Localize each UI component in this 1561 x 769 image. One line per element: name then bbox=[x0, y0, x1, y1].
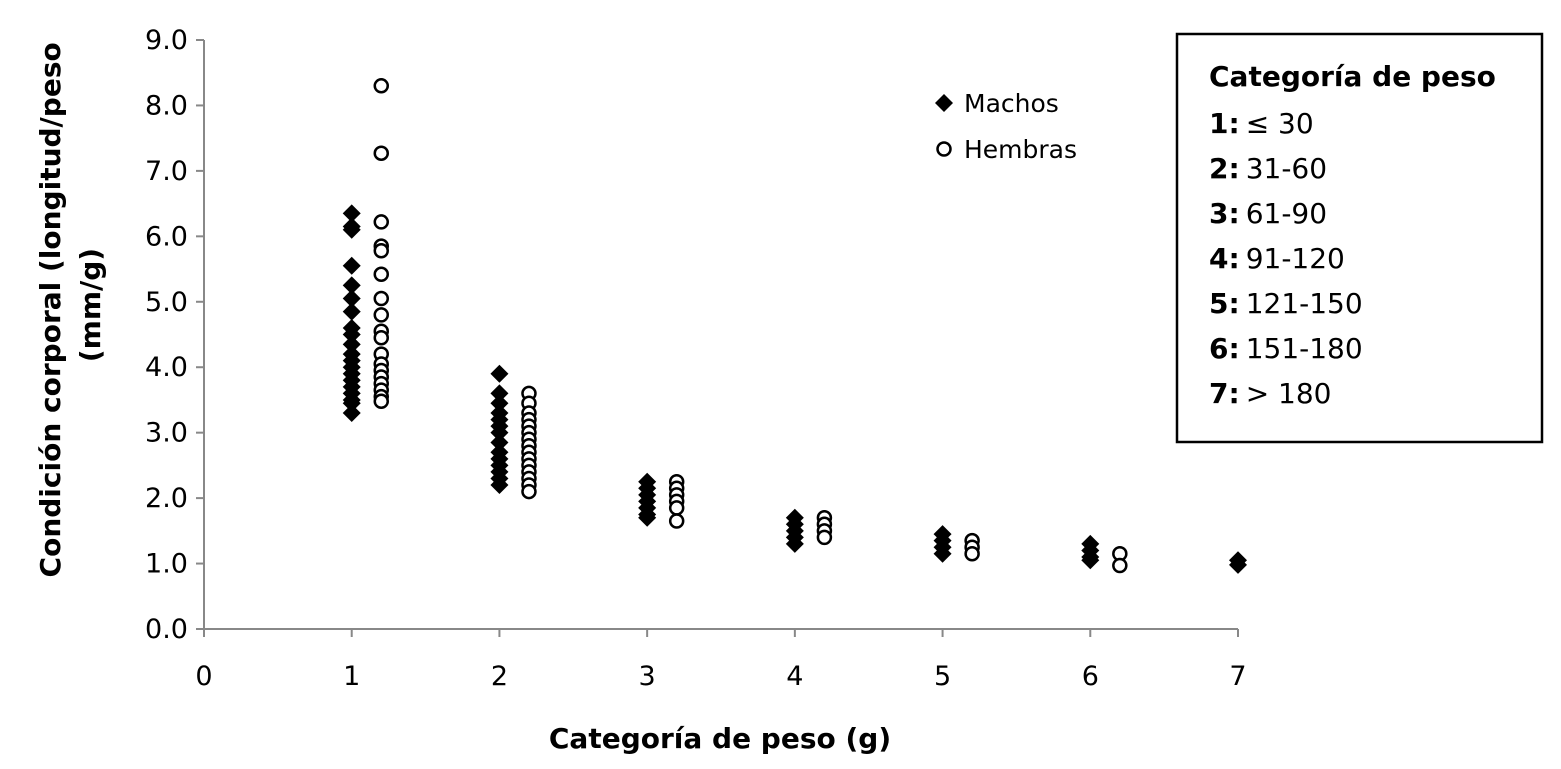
x-axis-ticks: 0 1 2 3 4 5 6 7 bbox=[195, 629, 1247, 692]
legend-marker-machos bbox=[935, 94, 953, 112]
x-tick-label: 5 bbox=[934, 661, 951, 692]
info-box-item: 2: 31-60 bbox=[1209, 152, 1327, 185]
data-point bbox=[342, 325, 361, 344]
data-point bbox=[373, 214, 390, 230]
data-point bbox=[373, 78, 390, 94]
data-point bbox=[373, 290, 390, 307]
y-axis-ticks: 0.0 1.0 2.0 3.0 4.0 5.0 6.0 7.0 8.0 9.0 bbox=[145, 25, 204, 645]
legend-label-machos: Machos bbox=[964, 89, 1059, 118]
legend-label-hembras: Hembras bbox=[964, 135, 1077, 164]
data-point bbox=[373, 242, 390, 259]
data-point bbox=[342, 404, 361, 423]
info-box-item-key: 7: bbox=[1209, 377, 1240, 410]
data-point bbox=[373, 145, 390, 161]
info-box-item-value: 151-180 bbox=[1246, 332, 1363, 365]
y-tick-label: 8.0 bbox=[145, 90, 188, 121]
info-box-item-value: > 180 bbox=[1246, 377, 1332, 410]
info-box-item-key: 6: bbox=[1209, 332, 1240, 365]
data-point bbox=[342, 204, 361, 223]
data-point bbox=[342, 335, 361, 354]
data-point bbox=[816, 529, 833, 546]
data-point bbox=[373, 307, 390, 323]
data-point bbox=[933, 544, 952, 563]
y-tick-label: 0.0 bbox=[145, 614, 188, 645]
data-point bbox=[1081, 551, 1100, 570]
x-tick-label: 3 bbox=[639, 661, 656, 692]
data-point bbox=[1112, 557, 1128, 574]
series-machos bbox=[342, 204, 1247, 574]
info-box-item: 7: > 180 bbox=[1209, 377, 1332, 410]
data-point bbox=[342, 394, 361, 413]
info-box-item-key: 1: bbox=[1209, 107, 1240, 140]
info-box-frame bbox=[1175, 32, 1544, 444]
info-box-item: 1: ≤ 30 bbox=[1209, 107, 1314, 140]
y-tick-label: 7.0 bbox=[145, 156, 188, 187]
data-point bbox=[373, 266, 390, 283]
info-box-item-value: 121-150 bbox=[1246, 287, 1363, 320]
data-point bbox=[373, 330, 390, 346]
info-box-item: 6: 151-180 bbox=[1209, 332, 1363, 365]
weight-category-box: Categoría de peso 1: ≤ 302: 31-603: 61-904:… bbox=[1175, 32, 1544, 444]
info-box-item: 4: 91-120 bbox=[1209, 242, 1345, 275]
data-point bbox=[342, 276, 361, 295]
data-point bbox=[342, 302, 361, 321]
x-axis-title: Categoría de peso (g) bbox=[549, 722, 891, 755]
axes bbox=[203, 40, 1238, 630]
x-tick-label: 7 bbox=[1229, 661, 1246, 692]
y-axis-title-line-2: (mm/g) bbox=[74, 248, 107, 362]
data-point bbox=[342, 220, 361, 239]
data-point bbox=[373, 393, 390, 410]
y-tick-label: 5.0 bbox=[145, 287, 188, 318]
info-box-title: Categoría de peso bbox=[1209, 60, 1496, 93]
legend: Machos Hembras bbox=[935, 89, 1077, 164]
x-tick-label: 4 bbox=[786, 661, 803, 692]
data-point bbox=[521, 483, 537, 500]
y-axis-title: Condición corporal (longitud/peso (mm/g) bbox=[34, 33, 107, 578]
info-box-item-key: 5: bbox=[1209, 287, 1240, 320]
info-box-item-key: 2: bbox=[1209, 152, 1240, 185]
series-hembras bbox=[373, 78, 1128, 574]
y-tick-label: 4.0 bbox=[145, 352, 188, 383]
x-tick-label: 1 bbox=[343, 661, 360, 692]
data-point bbox=[490, 394, 509, 413]
data-point bbox=[1229, 555, 1247, 574]
info-box-item-value: 91-120 bbox=[1246, 242, 1345, 275]
info-box-item-value: ≤ 30 bbox=[1246, 107, 1314, 140]
info-box-item: 3: 61-90 bbox=[1209, 197, 1327, 230]
x-tick-label: 0 bbox=[195, 661, 212, 692]
legend-marker-hembras bbox=[936, 141, 952, 157]
x-tick-label: 2 bbox=[491, 661, 508, 692]
y-tick-label: 2.0 bbox=[145, 483, 188, 514]
data-point bbox=[490, 433, 509, 452]
data-point bbox=[490, 423, 509, 442]
data-point bbox=[964, 545, 980, 562]
info-box-item-value: 61-90 bbox=[1246, 197, 1327, 230]
data-point bbox=[668, 500, 685, 516]
info-box-item-value: 31-60 bbox=[1246, 152, 1327, 185]
data-point bbox=[490, 384, 509, 403]
data-point bbox=[668, 513, 685, 529]
data-point bbox=[490, 476, 509, 495]
data-point bbox=[342, 289, 361, 308]
data-point bbox=[638, 508, 657, 527]
info-box-item-key: 4: bbox=[1209, 242, 1240, 275]
y-tick-label: 6.0 bbox=[145, 221, 188, 252]
y-tick-label: 3.0 bbox=[145, 418, 188, 449]
data-points bbox=[342, 78, 1247, 574]
info-box-item-key: 3: bbox=[1209, 197, 1240, 230]
data-point bbox=[490, 364, 509, 383]
info-box-item: 5: 121-150 bbox=[1209, 287, 1363, 320]
y-tick-label: 9.0 bbox=[145, 25, 188, 56]
data-point bbox=[785, 534, 804, 553]
x-tick-label: 6 bbox=[1082, 661, 1099, 692]
y-tick-label: 1.0 bbox=[145, 549, 188, 580]
data-point bbox=[342, 256, 361, 275]
y-axis-title-line-1: Condición corporal (longitud/peso bbox=[34, 42, 67, 577]
